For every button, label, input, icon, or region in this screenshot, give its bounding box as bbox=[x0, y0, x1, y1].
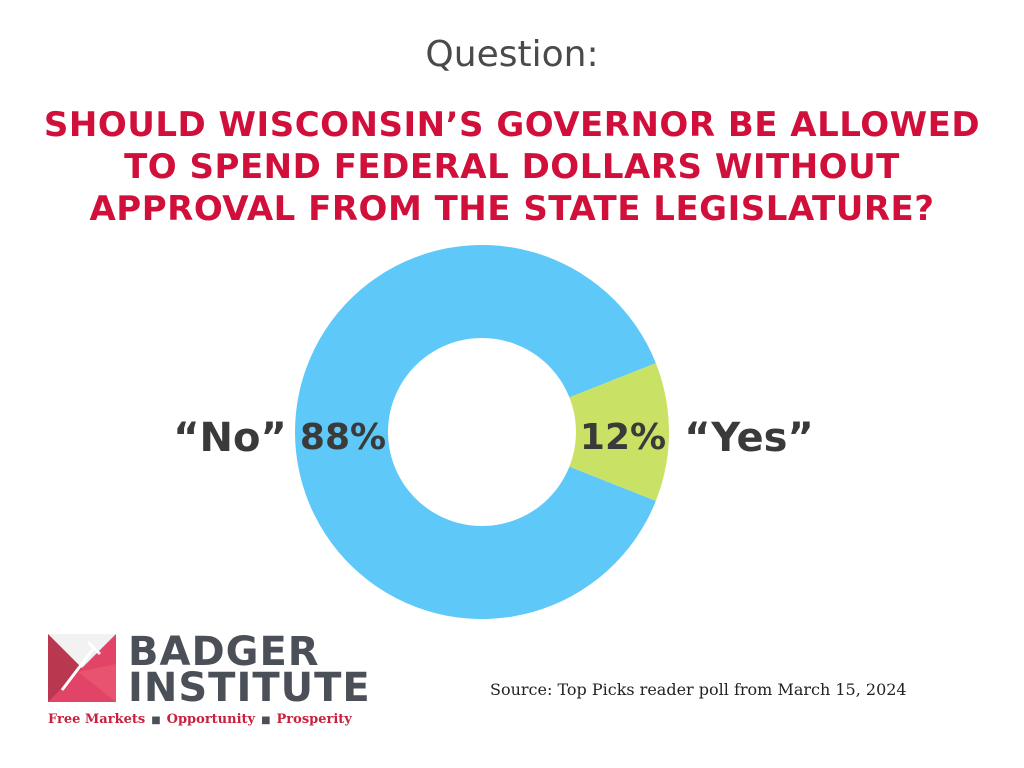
donut-slice-yes bbox=[569, 363, 670, 501]
logo-tagline: Free Markets ■ Opportunity ■ Prosperity bbox=[48, 712, 352, 727]
category-label-yes: “Yes” bbox=[684, 415, 814, 461]
donut-slice-no bbox=[295, 245, 656, 620]
source-note: Source: Top Picks reader poll from March… bbox=[490, 680, 907, 699]
tagline-opportunity: Opportunity bbox=[166, 712, 256, 727]
tagline-prosperity: Prosperity bbox=[276, 712, 352, 727]
category-label-no: “No” bbox=[173, 415, 287, 461]
value-label-yes: 12% bbox=[580, 417, 666, 458]
question-label: Question: bbox=[425, 34, 599, 75]
question-title: SHOULD WISCONSIN’S GOVERNOR BE ALLOWED T… bbox=[43, 105, 981, 229]
tagline-free-markets: Free Markets bbox=[48, 712, 146, 727]
logo-mark-icon bbox=[48, 634, 116, 702]
logo-word-badger: BADGER bbox=[128, 629, 320, 675]
value-label-no: 88% bbox=[300, 417, 386, 458]
badger-institute-logo: BADGER INSTITUTE Free Markets ■ Opportunit… bbox=[48, 629, 370, 732]
tagline-separator: ■ bbox=[151, 715, 161, 726]
tagline-separator: ■ bbox=[261, 715, 271, 726]
logo-word-institute: INSTITUTE bbox=[128, 665, 371, 711]
